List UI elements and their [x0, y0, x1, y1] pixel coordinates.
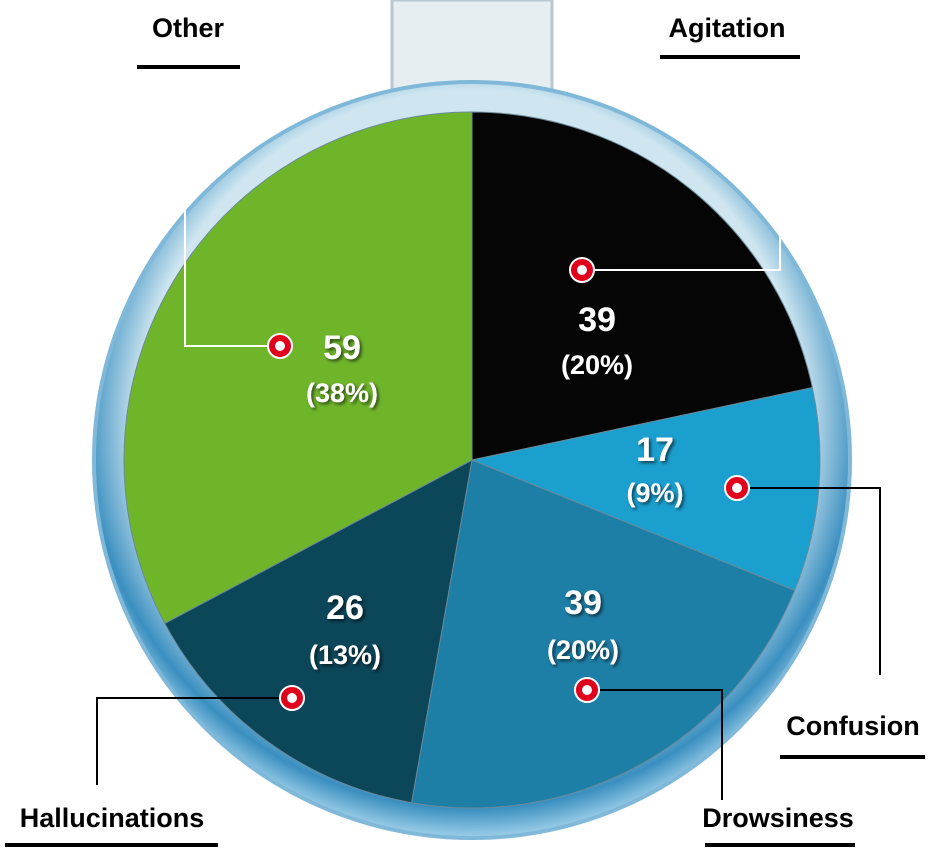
- value-label: 39: [564, 584, 602, 622]
- percent-label: (13%): [309, 640, 381, 670]
- chart: 39 (20%) Agitation 17 (9%) Confusion 39 (20%) Dr…: [0, 0, 935, 848]
- value-label: 26: [326, 589, 364, 627]
- percent-label: (38%): [306, 378, 378, 408]
- percent-label: (20%): [547, 635, 619, 665]
- callout-dot-center: [275, 341, 285, 351]
- category-label: Drowsiness: [702, 803, 854, 833]
- callout-dot-center: [577, 265, 587, 275]
- percent-label: (20%): [561, 350, 633, 380]
- percent-label: (9%): [626, 478, 683, 508]
- category-label: Other: [152, 13, 225, 43]
- callout-dot-center: [287, 693, 297, 703]
- category-label: Confusion: [786, 711, 919, 741]
- value-label: 59: [323, 329, 361, 367]
- value-label: 17: [636, 431, 674, 469]
- category-label: Agitation: [669, 13, 786, 43]
- category-label: Hallucinations: [20, 803, 205, 833]
- pie: [124, 112, 820, 808]
- callout-dot-center: [582, 685, 592, 695]
- value-label: 39: [578, 301, 616, 339]
- callout-dot-center: [732, 483, 742, 493]
